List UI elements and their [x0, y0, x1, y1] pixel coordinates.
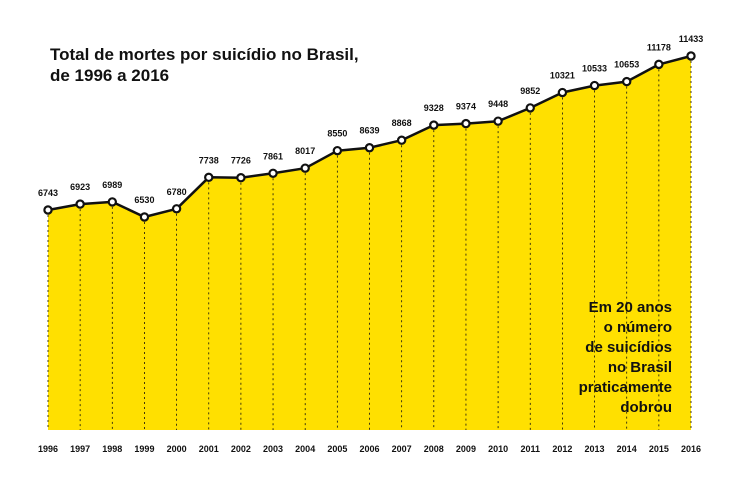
marker-2005: [332, 145, 343, 156]
x-tick-label-2008: 2008: [424, 444, 444, 454]
x-tick-label-2013: 2013: [585, 444, 605, 454]
marker-1996: [43, 205, 53, 215]
value-label-2012: 10321: [550, 71, 575, 81]
value-label-2006: 8639: [359, 126, 379, 136]
chart-title-line-2: de 1996 a 2016: [50, 66, 170, 85]
marker-2003: [268, 168, 278, 178]
x-tick-label-1999: 1999: [134, 444, 154, 454]
x-tick-label-2015: 2015: [649, 444, 669, 454]
x-tick-label-2000: 2000: [167, 444, 187, 454]
x-tick-label-2016: 2016: [681, 444, 701, 454]
marker-2004: [300, 163, 310, 173]
x-tick-label-2001: 2001: [199, 444, 219, 454]
marker-2001: [204, 172, 214, 183]
x-tick-label-2010: 2010: [488, 444, 508, 454]
value-label-2011: 9852: [520, 86, 540, 96]
value-label-2013: 10533: [582, 64, 607, 74]
x-tick-label-2006: 2006: [359, 444, 379, 454]
value-label-2014: 10653: [614, 60, 639, 70]
x-tick-label-2009: 2009: [456, 444, 476, 454]
marker-2012: [557, 87, 568, 98]
x-tick-label-2011: 2011: [520, 444, 540, 454]
x-tick-label-2012: 2012: [552, 444, 572, 454]
value-label-2002: 7726: [231, 156, 251, 166]
value-label-1998: 6989: [102, 180, 122, 190]
marker-2013: [589, 80, 600, 91]
x-tick-label-2003: 2003: [263, 444, 283, 454]
value-label-2010: 9448: [488, 99, 508, 109]
value-label-1999: 6530: [134, 195, 154, 205]
chart-title: Total de mortes por suicídio no Brasil, …: [50, 44, 359, 86]
x-tick-label-1997: 1997: [70, 444, 90, 454]
x-tick-label-2004: 2004: [295, 444, 315, 454]
annotation-line-5: praticamente: [578, 379, 672, 396]
value-label-2004: 8017: [295, 146, 315, 156]
x-tick-label-2014: 2014: [617, 444, 637, 454]
x-tick-label-2002: 2002: [231, 444, 251, 454]
value-label-2016: 11433: [679, 34, 704, 44]
annotation-line-6: dobrou: [620, 399, 672, 416]
marker-2014: [622, 76, 632, 87]
chart-annotation: Em 20 anos o número de suicídios no Bras…: [579, 298, 672, 418]
marker-2000: [171, 204, 182, 214]
marker-1999: [139, 212, 150, 222]
marker-2006: [364, 143, 375, 153]
value-label-1996: 6743: [38, 188, 58, 198]
vertical-gridlines: [47, 61, 692, 430]
value-label-1997: 6923: [70, 182, 90, 192]
x-tick-label-1996: 1996: [38, 444, 58, 454]
x-tick-label-2005: 2005: [327, 444, 347, 454]
value-label-2007: 8868: [392, 118, 412, 128]
value-label-2003: 7861: [263, 151, 283, 161]
marker-2016: [686, 51, 696, 61]
annotation-line-1: Em 20 anos: [588, 299, 672, 316]
marker-2009: [461, 118, 471, 129]
x-tick-label-2007: 2007: [392, 444, 412, 454]
value-label-2015: 11178: [647, 42, 671, 52]
chart-title-line-1: Total de mortes por suicídio no Brasil,: [50, 45, 359, 64]
marker-1997: [75, 199, 85, 209]
marker-2011: [525, 103, 535, 113]
marker-2015: [654, 59, 664, 70]
annotation-line-3: de suicídios: [585, 339, 672, 356]
value-label-2000: 6780: [167, 187, 187, 197]
marker-2010: [493, 116, 503, 126]
x-axis-labels: 1996 1997 1998 1999 2000 2001 2002 2003 2004 2005…: [38, 444, 701, 454]
value-label-2009: 9374: [456, 102, 476, 112]
value-labels: 6743 6923 6989 6530 6780 7738 7726 7861 8017 8550…: [38, 34, 703, 205]
value-label-2001: 7738: [199, 155, 219, 165]
value-label-2008: 9328: [424, 103, 444, 113]
markers: [43, 51, 696, 222]
annotation-line-4: no Brasil: [607, 359, 672, 376]
annotation-line-2: o número: [603, 319, 672, 336]
marker-2002: [236, 173, 246, 183]
marker-1998: [107, 197, 118, 207]
value-label-2005: 8550: [327, 129, 347, 139]
marker-2007: [396, 135, 407, 145]
x-tick-label-1998: 1998: [102, 444, 122, 454]
marker-2008: [429, 120, 439, 130]
